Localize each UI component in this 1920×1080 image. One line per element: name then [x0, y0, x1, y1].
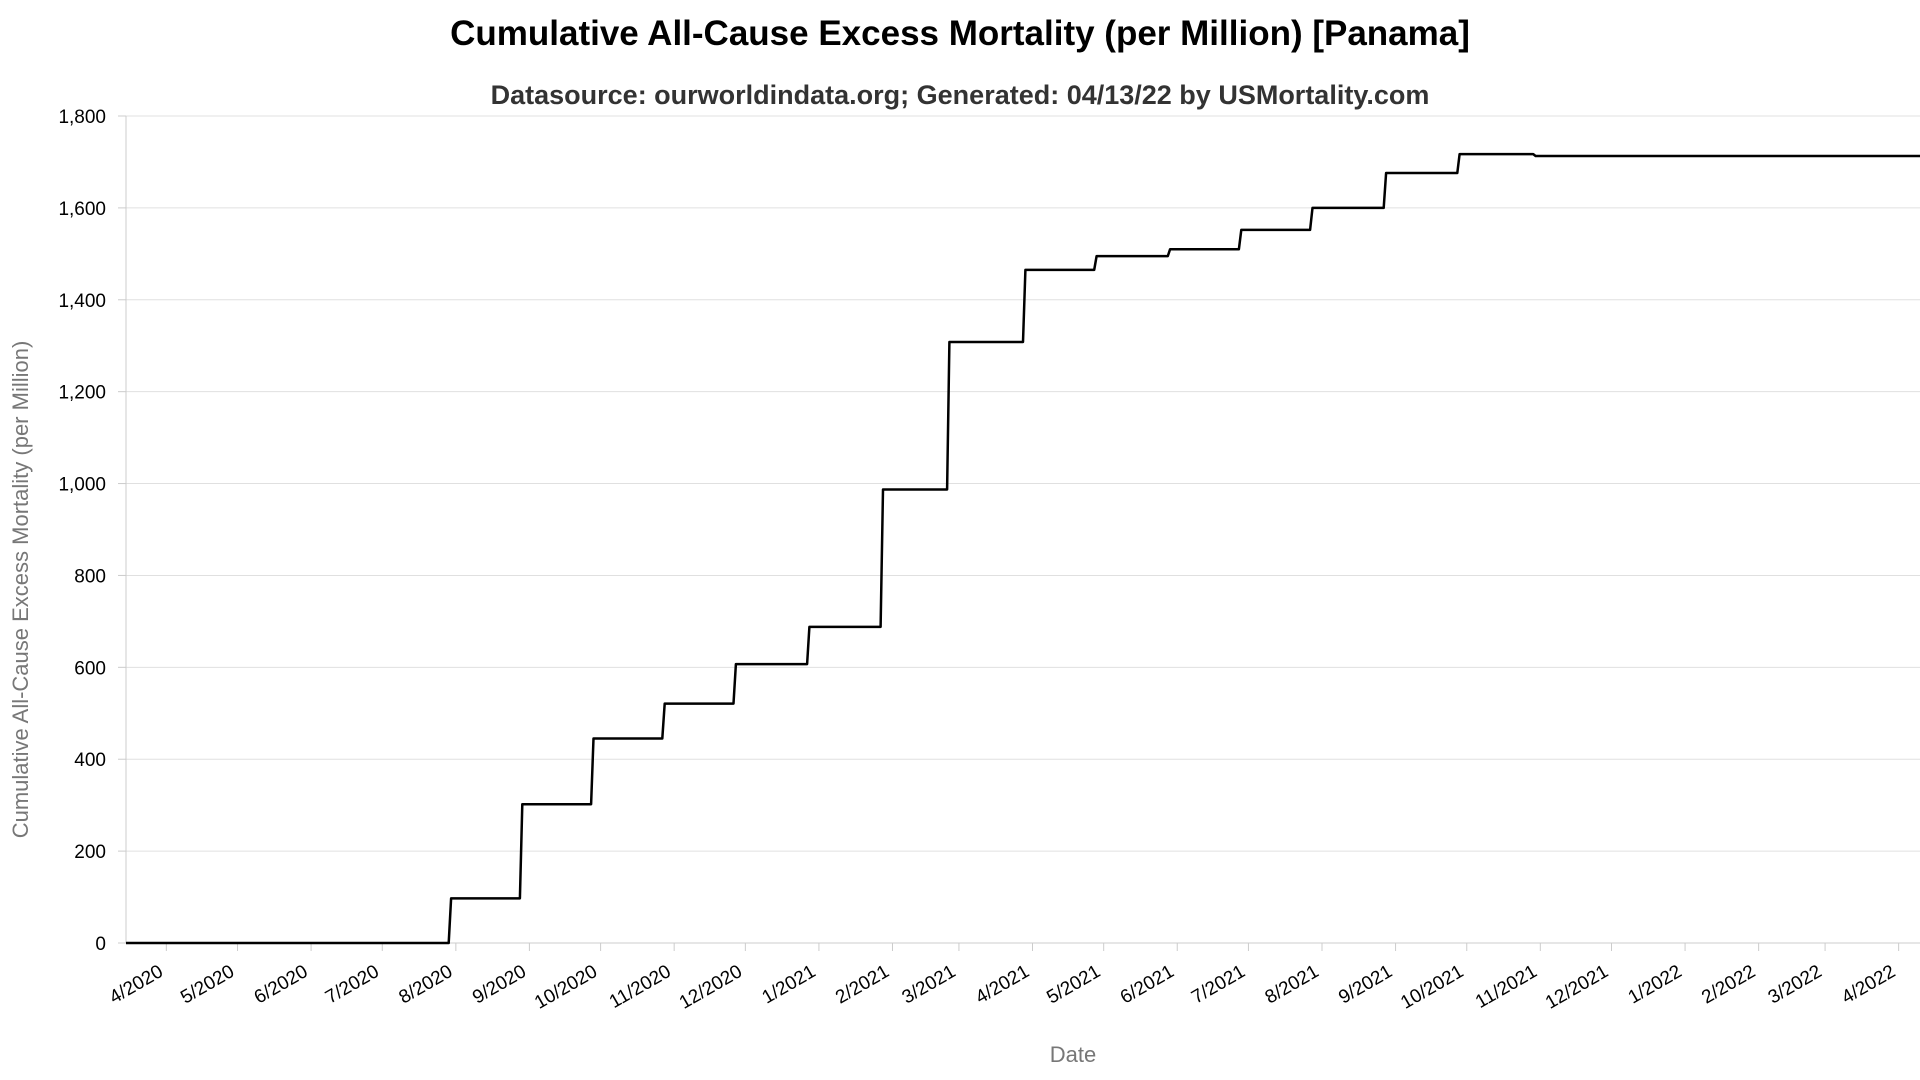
x-tick-label: 3/2021	[899, 961, 960, 1008]
x-tick-label: 9/2021	[1335, 961, 1396, 1008]
x-tick-label: 6/2020	[251, 961, 312, 1008]
chart-subtitle: Datasource: ourworldindata.org; Generate…	[490, 80, 1430, 110]
x-tick-label: 4/2020	[106, 961, 167, 1008]
x-tick-label: 1/2021	[759, 961, 820, 1008]
x-tick-label: 8/2020	[396, 961, 457, 1008]
y-tick-label: 400	[74, 750, 106, 771]
x-tick-label: 2/2022	[1698, 961, 1759, 1008]
x-tick-label: 8/2021	[1262, 961, 1323, 1008]
y-tick-label: 800	[74, 566, 106, 587]
x-tick-label: 2/2021	[832, 961, 893, 1008]
x-tick-label: 12/2021	[1542, 961, 1612, 1014]
y-tick-label: 600	[74, 658, 106, 679]
y-tick-label: 1,000	[58, 475, 106, 496]
x-tick-label: 4/2022	[1838, 961, 1899, 1008]
x-axis-title: Date	[1050, 1042, 1096, 1067]
chart-title: Cumulative All-Cause Excess Mortality (p…	[450, 14, 1470, 53]
series-group	[126, 152, 1920, 945]
y-tick-label: 1,200	[58, 383, 106, 404]
x-tick-label: 10/2021	[1397, 961, 1467, 1014]
y-tick-label: 200	[74, 842, 106, 863]
gridlines	[126, 115, 1920, 852]
x-tick-label: 11/2020	[606, 961, 675, 1013]
y-axis-ticks: 0 200 400 600 800 1,000 1,200 1,400 1,600 1,800	[58, 107, 126, 955]
x-tick-label: 12/2020	[676, 961, 746, 1014]
x-tick-label: 1/2022	[1625, 961, 1686, 1008]
y-axis-title: Cumulative All-Cause Excess Mortality (p…	[8, 341, 33, 839]
y-tick-label: 1,400	[58, 291, 106, 312]
x-tick-label: 6/2021	[1117, 961, 1178, 1008]
x-tick-label: 5/2020	[177, 961, 238, 1008]
x-tick-label: 7/2020	[322, 961, 383, 1008]
x-tick-label: 7/2021	[1188, 961, 1249, 1008]
y-tick-label: 1,600	[58, 199, 106, 220]
x-tick-label: 9/2020	[469, 961, 530, 1008]
x-tick-label: 5/2021	[1043, 961, 1104, 1008]
series-line-0	[126, 152, 1920, 945]
x-axis-ticks: 4/2020 5/2020 6/2020 7/2020 8/2020 9/2020 10/2…	[106, 943, 1900, 1014]
x-tick-label: 3/2022	[1765, 961, 1826, 1008]
y-tick-label: 0	[95, 934, 106, 955]
y-tick-label: 1,800	[58, 107, 106, 128]
x-tick-label: 4/2021	[972, 961, 1033, 1008]
x-tick-label: 11/2021	[1472, 961, 1541, 1013]
x-tick-label: 10/2020	[531, 961, 601, 1014]
